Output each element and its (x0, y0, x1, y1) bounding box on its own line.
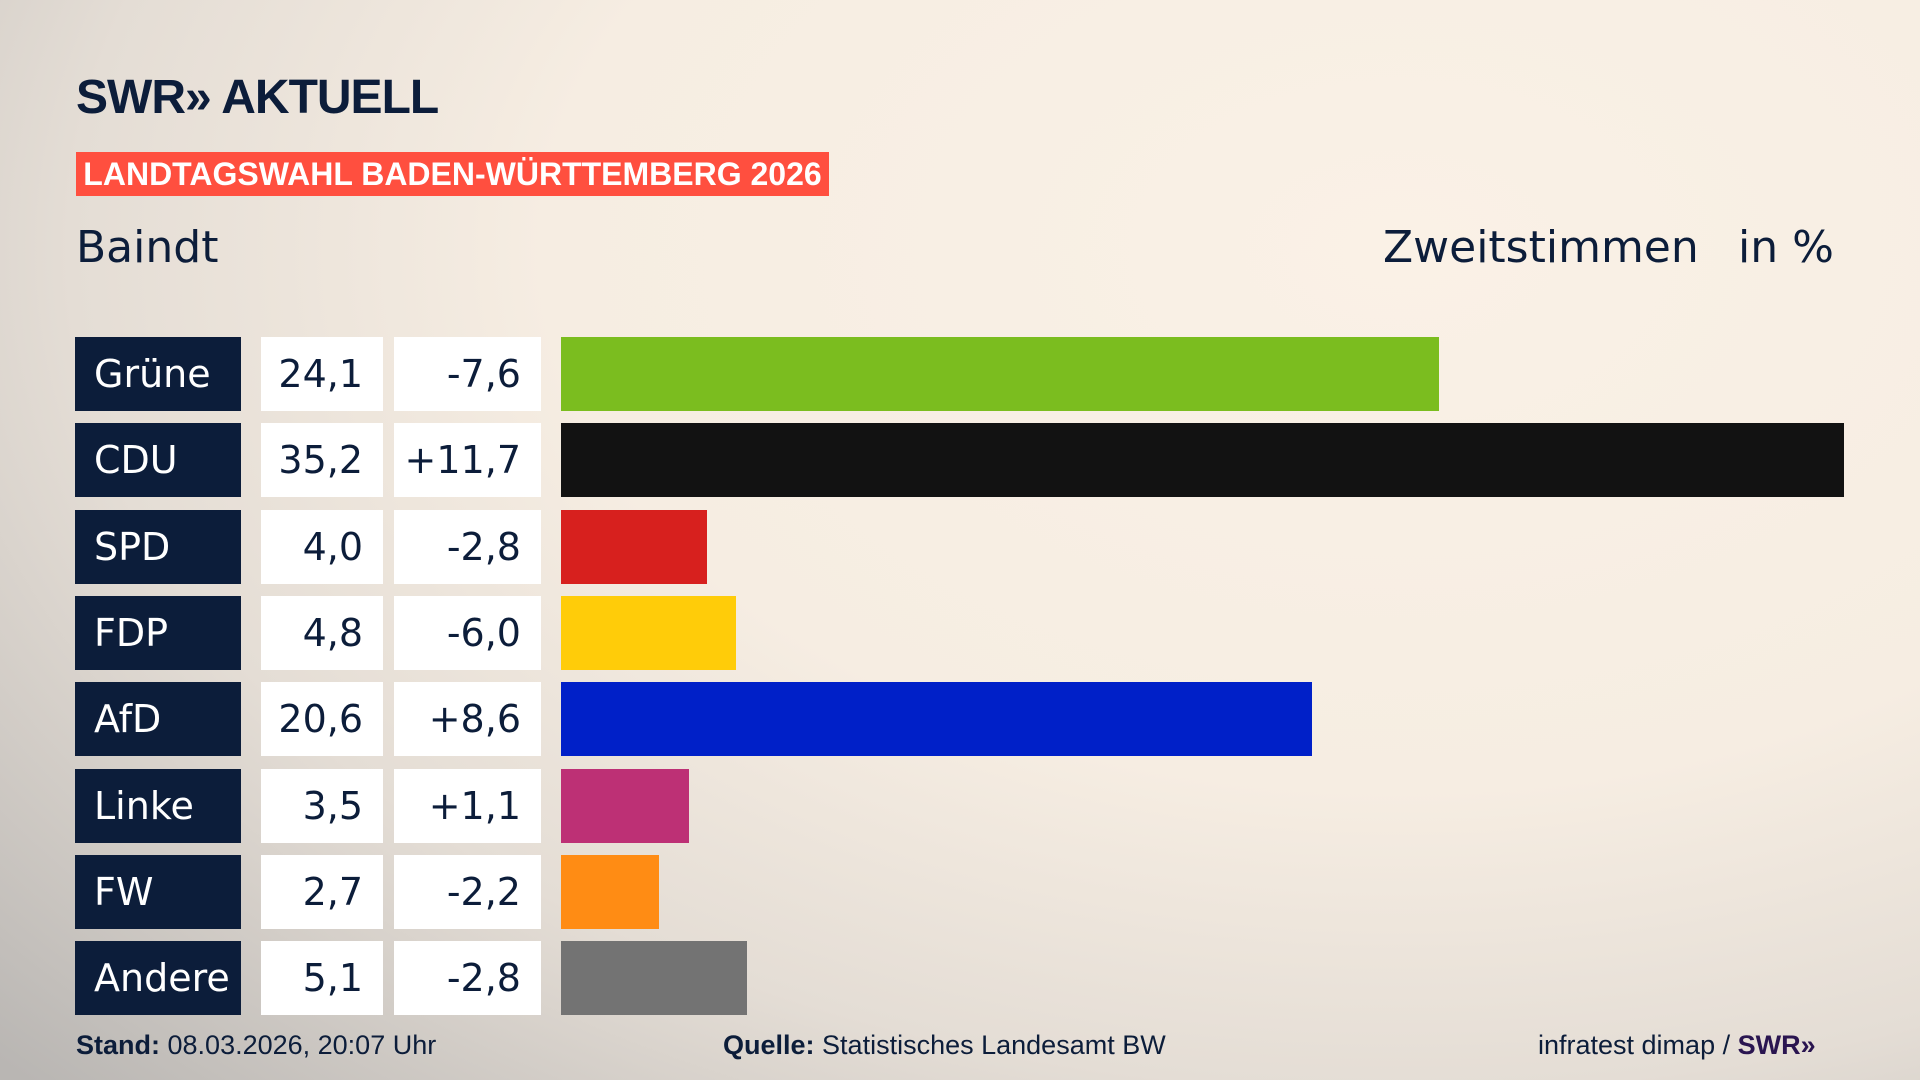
stand-label: Stand: (76, 1030, 160, 1060)
party-label: SPD (75, 509, 241, 584)
party-label: Andere (75, 941, 241, 1016)
source-label: Quelle: (723, 1030, 815, 1060)
change-label: -2,8 (394, 509, 541, 584)
value-label: 3,5 (261, 768, 383, 843)
bar (561, 768, 689, 843)
value-label: 24,1 (261, 337, 383, 411)
party-label: FW (75, 854, 241, 929)
value-label: 4,0 (261, 509, 383, 584)
value-label: 5,1 (261, 941, 383, 1016)
party-label: FDP (75, 595, 241, 670)
source: Quelle: Statistisches Landesamt BW (723, 1030, 1166, 1061)
unit-label: in % (1738, 222, 1834, 273)
change-label: +11,7 (394, 423, 541, 498)
credit: infratest dimap / SWR» (1538, 1030, 1816, 1061)
party-label: Linke (75, 768, 241, 843)
vote-type-label: Zweitstimmen (1383, 222, 1699, 273)
credit-text: infratest dimap / (1538, 1030, 1738, 1060)
election-banner: LANDTAGSWAHL BADEN-WÜRTTEMBERG 2026 (76, 152, 829, 196)
change-label: -2,2 (394, 854, 541, 929)
bar (561, 423, 1844, 498)
bar (561, 682, 1312, 757)
place-title: Baindt (76, 222, 219, 273)
change-label: -6,0 (394, 595, 541, 670)
party-label: Grüne (75, 337, 241, 411)
bar (561, 941, 747, 1016)
change-label: +8,6 (394, 682, 541, 757)
timestamp: Stand: 08.03.2026, 20:07 Uhr (76, 1030, 436, 1061)
party-label: CDU (75, 423, 241, 498)
source-value: Statistisches Landesamt BW (822, 1030, 1166, 1060)
change-label: -2,8 (394, 941, 541, 1016)
bar (561, 337, 1440, 411)
bar (561, 509, 707, 584)
value-label: 2,7 (261, 854, 383, 929)
bar (561, 854, 660, 929)
swr-aktuell-logo: SWR» AKTUELL (76, 71, 439, 124)
stand-value: 08.03.2026, 20:07 Uhr (167, 1030, 437, 1060)
change-label: -7,6 (394, 337, 541, 411)
value-label: 20,6 (261, 682, 383, 757)
bar (561, 595, 736, 670)
value-label: 4,8 (261, 595, 383, 670)
swr-logo: SWR» (1737, 1030, 1816, 1060)
party-label: AfD (75, 682, 241, 757)
value-label: 35,2 (261, 423, 383, 498)
change-label: +1,1 (394, 768, 541, 843)
